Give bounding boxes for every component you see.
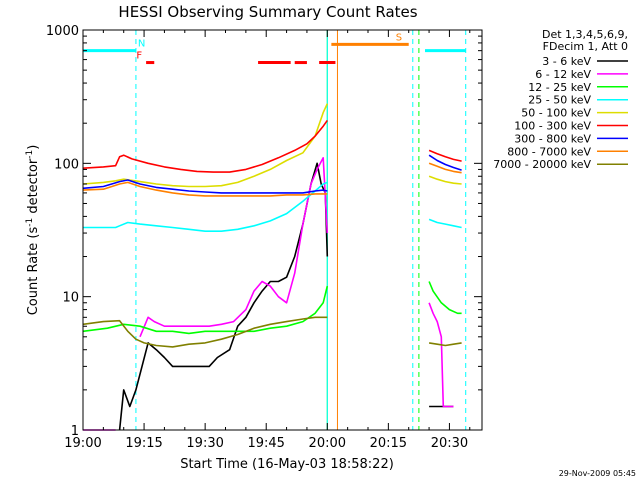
series-100-300-kev-line-1 [428, 149, 462, 162]
legend-header-2: FDecim 1, Att 0 [543, 40, 628, 53]
legend-label-50-100-kev: 50 - 100 keV [521, 107, 591, 120]
x-axis-label: Start Time (16-May-03 18:58:22) [180, 457, 394, 472]
plot-frame [82, 29, 483, 431]
x-tick-label: 19:30 [186, 436, 223, 451]
series-300-800-kev-line-1 [428, 154, 462, 171]
series-300-800-kev-line-0 [82, 179, 328, 194]
x-tick-label: 20:15 [370, 436, 407, 451]
series-7000-20000-kev-line-1 [428, 342, 462, 347]
series-25-50-kev-line-1 [428, 218, 462, 229]
series-50-100-kev-line-1 [428, 175, 462, 185]
x-tick-label: 20:00 [309, 436, 346, 451]
series-12-25-kev-line-1 [428, 281, 462, 315]
series-6-12-kev-line-2 [428, 302, 454, 408]
legend-label-800-7000-kev: 800 - 7000 keV [507, 145, 591, 158]
series-6-12-kev-line-1 [139, 157, 329, 338]
legend-label-300-800-kev: 300 - 800 keV [514, 132, 591, 145]
flag-label-n: N [138, 39, 145, 50]
y-axis-label-sup1: -1 [25, 218, 35, 227]
legend: Det 1,3,4,5,6,9, FDecim 1, Att 0 3 - 6 k… [493, 28, 628, 171]
legend-label-12-25-kev: 12 - 25 keV [528, 81, 591, 94]
y-tick-label: 1 [71, 424, 79, 439]
y-axis-label-main: Count Rate (s [26, 227, 41, 316]
legend-label-6-12-kev: 6 - 12 keV [535, 68, 591, 81]
y-axis-label-sup2: -1 [25, 150, 35, 159]
legend-label-7000-20000-kev: 7000 - 20000 keV [493, 158, 591, 171]
flag-label-s: S [396, 32, 402, 43]
x-tick-label: 19:00 [64, 436, 101, 451]
y-axis-label-end: ) [26, 145, 41, 150]
y-tick-label: 100 [54, 157, 79, 172]
y-tick-label: 10 [62, 291, 79, 306]
chart-title: HESSI Observing Summary Count Rates [118, 3, 417, 21]
x-tick-label: 19:45 [247, 436, 284, 451]
series-800-7000-kev-line-1 [428, 162, 462, 174]
series-100-300-kev-line-0 [82, 119, 328, 173]
legend-label-3-6-kev: 3 - 6 keV [542, 55, 591, 68]
legend-label-25-50-kev: 25 - 50 keV [528, 94, 591, 107]
legend-label-100-300-kev: 100 - 300 keV [514, 120, 591, 133]
series-800-7000-kev-line-0 [82, 181, 328, 197]
y-axis-label-mid: detector [26, 158, 41, 218]
y-axis-label: Count Rate (s-1 detector-1) [25, 145, 41, 316]
series-50-100-kev-line-0 [82, 103, 329, 188]
series-7000-20000-kev-line-0 [82, 316, 328, 348]
axis-layer: 19:00 19:15 19:30 19:45 20:00 20:15 20:30 1 10 10… [46, 24, 482, 451]
y-tick-label: 1000 [46, 24, 79, 39]
flag-label-f: F [136, 51, 142, 62]
x-tick-label: 20:30 [431, 436, 468, 451]
footer-date: 29-Nov-2009 05:45 [559, 469, 636, 478]
legend-header-1: Det 1,3,4,5,6,9, [542, 28, 628, 41]
series-25-50-kev-line-0 [83, 181, 328, 232]
x-tick-label: 19:15 [125, 436, 162, 451]
